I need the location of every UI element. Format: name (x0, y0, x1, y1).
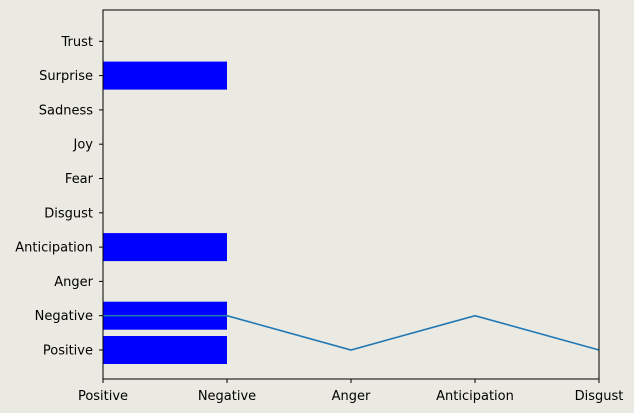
y-tick-label-fear: Fear (65, 172, 94, 187)
x-tick-label-disgust: Disgust (575, 389, 624, 404)
y-tick-label-sadness: Sadness (39, 103, 93, 118)
x-tick-label-positive: Positive (78, 389, 128, 404)
line-layer (103, 314, 600, 351)
y-tick-label-negative: Negative (35, 309, 93, 324)
bar-positive (103, 336, 227, 364)
y-tick-label-joy: Joy (73, 138, 94, 153)
x-axis: Positive Negative Anger Anticipation Disgust (78, 379, 623, 404)
y-axis: Positive Negative Anger Anticipation Disgust… (15, 35, 103, 359)
x-tick-label-negative: Negative (198, 389, 256, 404)
x-tick-label-anger: Anger (332, 389, 371, 404)
y-tick-label-surprise: Surprise (39, 69, 93, 84)
bars-layer (103, 61, 227, 364)
y-tick-label-anticipation: Anticipation (15, 241, 93, 256)
y-tick-label-positive: Positive (43, 344, 93, 359)
line-series (103, 314, 600, 351)
y-tick-label-anger: Anger (54, 275, 93, 290)
bar-anticipation (103, 233, 227, 262)
y-tick-label-disgust: Disgust (44, 206, 93, 221)
bar-surprise (103, 61, 227, 90)
y-tick-label-trust: Trust (61, 35, 93, 50)
x-tick-label-anticipation: Anticipation (436, 389, 514, 404)
